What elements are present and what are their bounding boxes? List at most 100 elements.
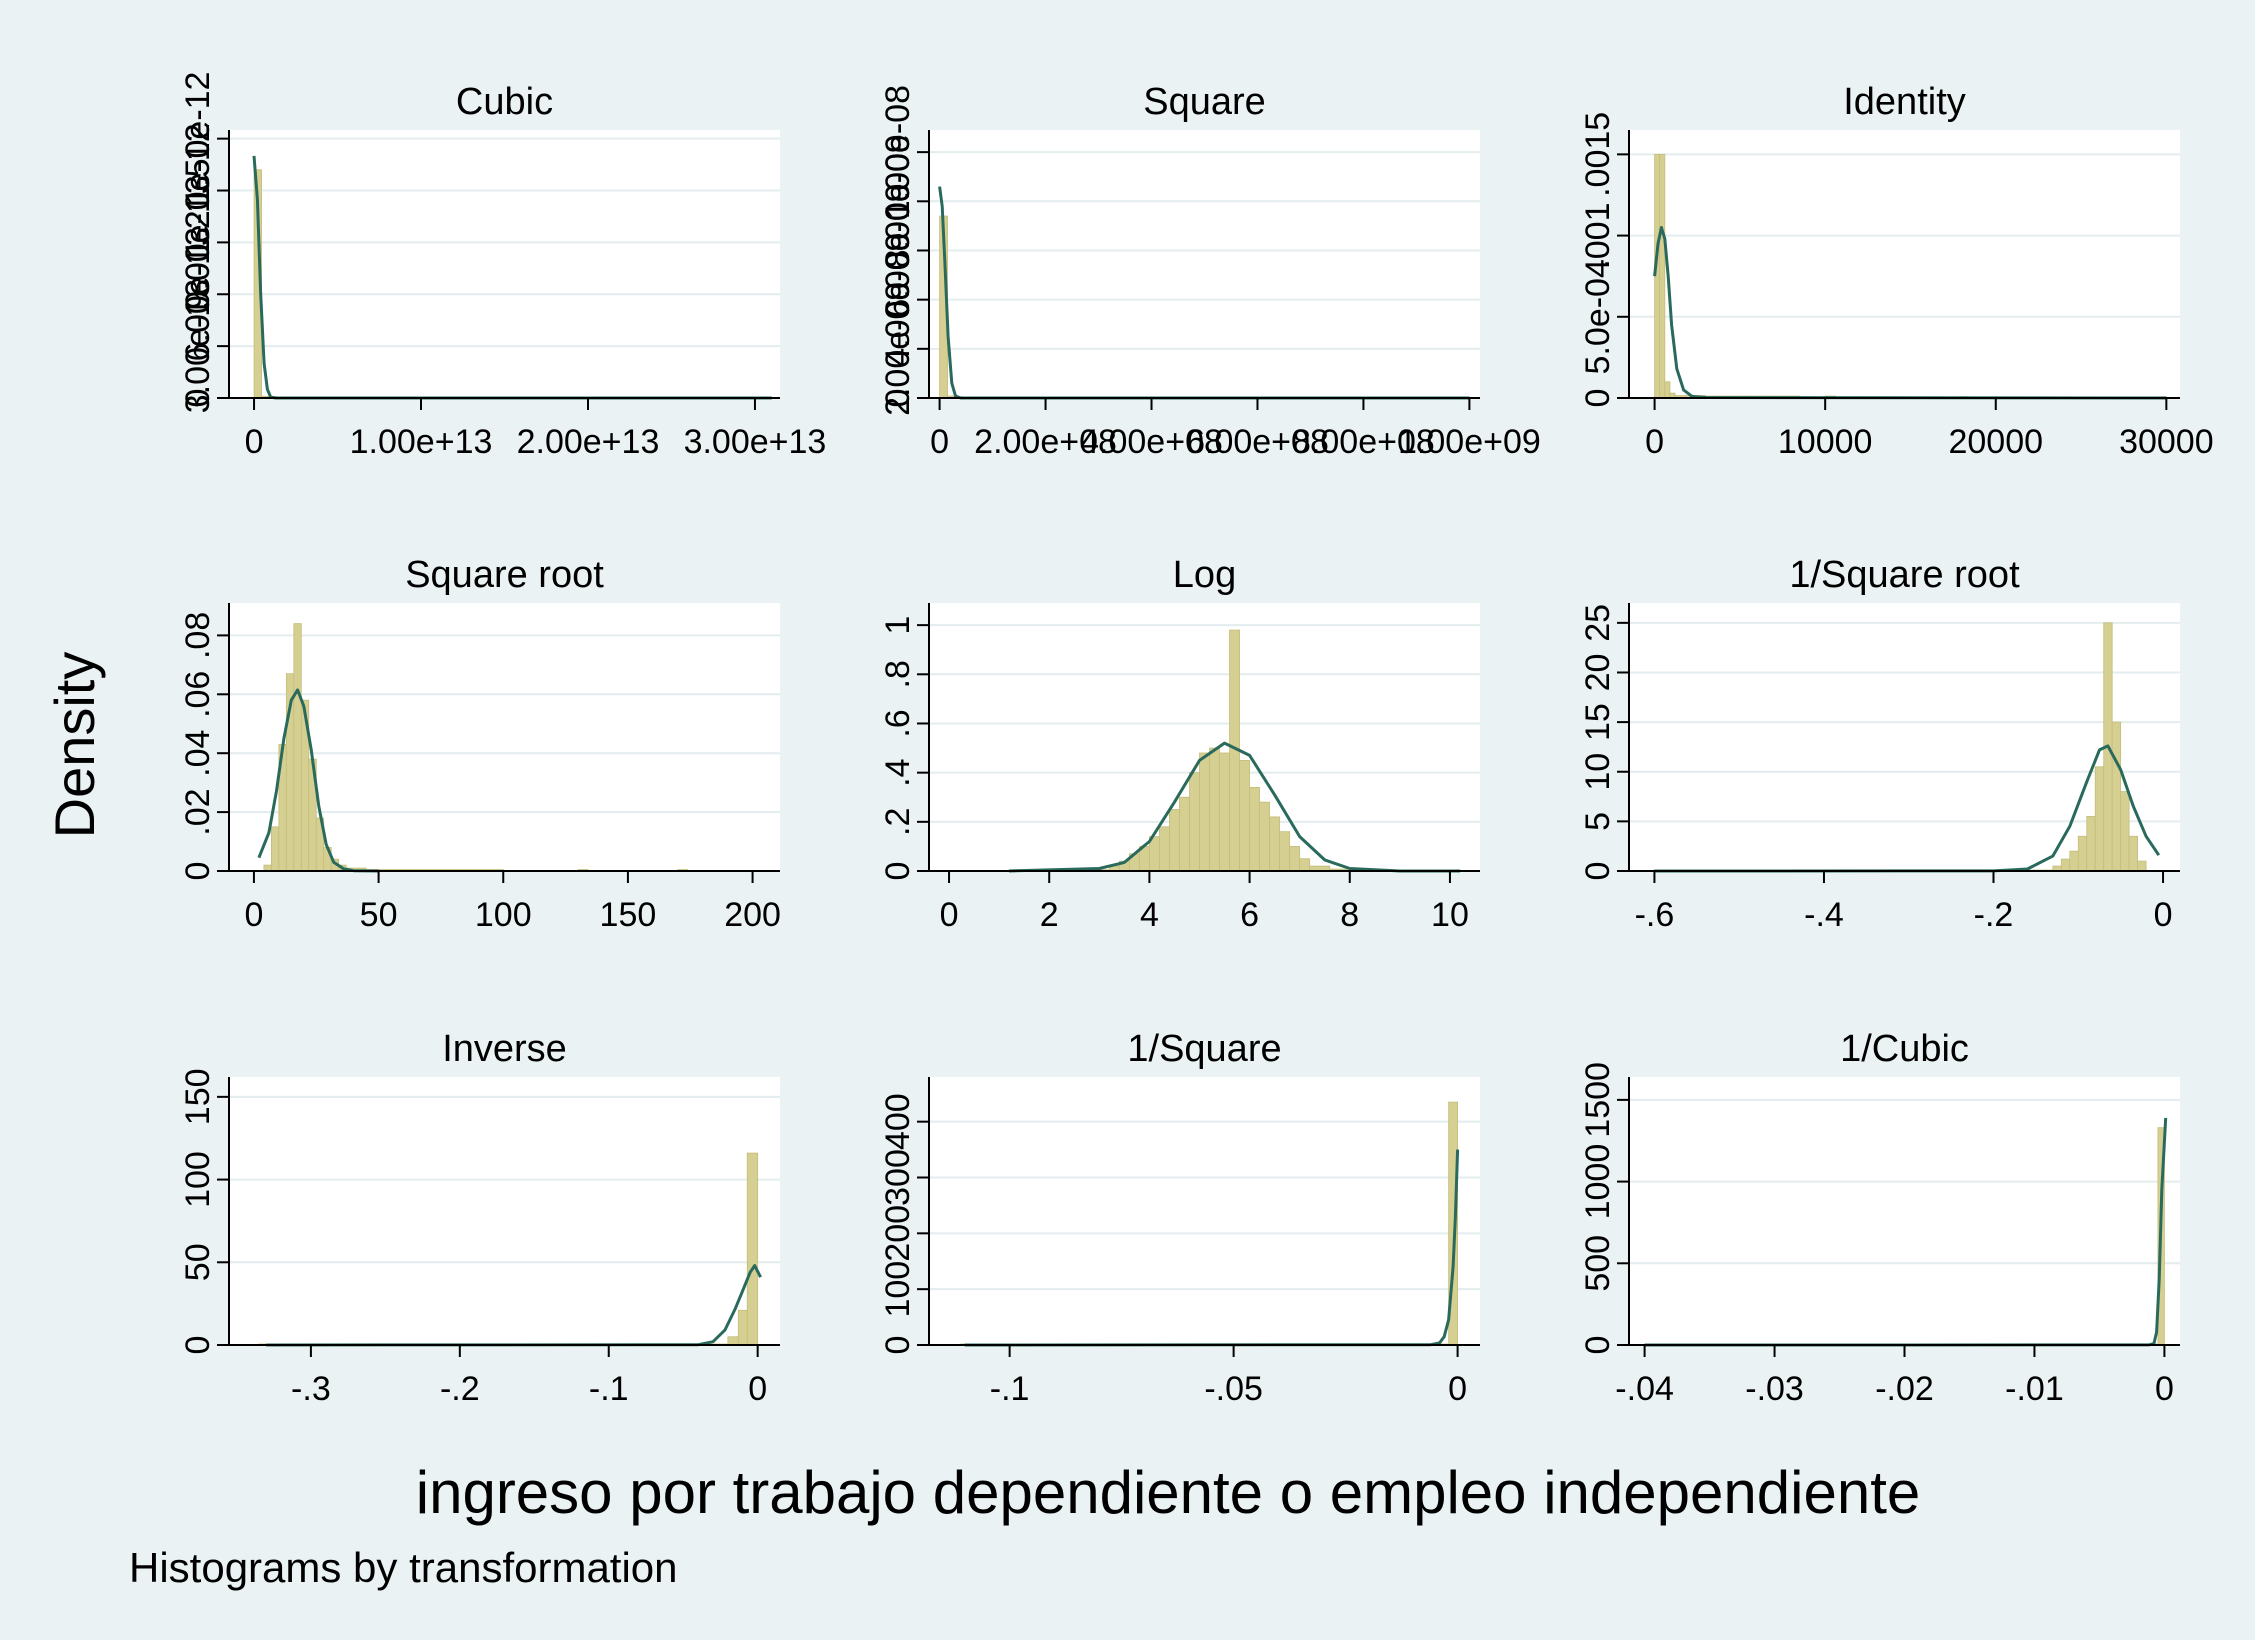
histogram-bar — [2077, 835, 2088, 872]
x-tick-label: 0 — [940, 896, 959, 934]
y-tick-label: 0 — [1579, 389, 1617, 408]
y-tick-label: 5.0e-04 — [1579, 259, 1617, 374]
y-tick-label: .04 — [179, 730, 217, 777]
x-tick-label: -.3 — [291, 1370, 331, 1408]
x-tick-label: 150 — [600, 896, 657, 934]
subplot-title: Identity — [1843, 81, 1966, 123]
x-tick-label: 1.00e+09 — [1398, 423, 1541, 461]
y-tick-label: 1500 — [1579, 1062, 1617, 1138]
panel-identity: 0 5.0e-04.001 .0015 0 10000 20000 30000 Identit… — [1579, 81, 2214, 461]
y-tick-label: 0 — [179, 862, 217, 881]
y-tick-label: 2.00e-09 — [879, 282, 917, 416]
x-tick-label: -.2 — [1974, 896, 2014, 934]
y-tick-label: 5 — [1579, 812, 1617, 831]
plot-area — [1629, 1077, 2180, 1345]
x-tick-label: 3.00e+13 — [684, 423, 827, 461]
histogram-bar — [1249, 787, 1260, 872]
x-tick-label: -.1 — [990, 1370, 1030, 1408]
histogram-bar — [1659, 153, 1666, 399]
y-tick-label: 0 — [879, 862, 917, 881]
y-tick-label: 100 — [879, 1261, 917, 1318]
histogram-bar — [1269, 816, 1281, 872]
panels-group: 03.00e-136.00e-139.00e-131.20e-121.50e-1… — [179, 72, 2214, 1408]
histogram-bar — [2111, 721, 2122, 872]
subplot-title: 1/Cubic — [1840, 1028, 1969, 1070]
subplot-title: 1/Square root — [1789, 554, 2020, 596]
plot-area — [229, 1077, 780, 1345]
figure-note: Histograms by transformation — [129, 1544, 678, 1591]
x-tick-label: 30000 — [2119, 423, 2214, 461]
x-tick-label: 0 — [244, 896, 263, 934]
histogram-bar — [1299, 858, 1311, 872]
density-curve — [1009, 741, 1460, 873]
figure-ylabel: Density — [43, 652, 106, 839]
x-tick-label: -.2 — [440, 1370, 480, 1408]
y-tick-label: 200 — [879, 1205, 917, 1262]
panel-square-root: 0 .02 .04 .06 .08 0 50 100 150 200 Square root — [179, 554, 781, 934]
y-tick-label: 0 — [1579, 862, 1617, 881]
histogram-bar — [727, 1336, 739, 1346]
histogram-bar — [270, 826, 280, 872]
histogram-bar — [2137, 860, 2147, 872]
histogram-bar — [2120, 791, 2130, 872]
density-curve — [1654, 744, 2161, 873]
y-tick-label: .02 — [179, 788, 217, 835]
y-tick-label: 6.00e-13 — [179, 227, 217, 361]
x-tick-label: 0 — [748, 1370, 767, 1408]
y-tick-label: 1.20e-12 — [179, 123, 217, 257]
y-tick-label: 8.00e-09 — [879, 134, 917, 268]
x-tick-label: 2.00e+13 — [517, 423, 660, 461]
plot-area — [1629, 130, 2180, 398]
density-curve — [257, 688, 379, 873]
panel-inverse: 0 50 100 150 -.3 -.2 -.1 0 Inverse — [179, 1028, 780, 1408]
histogram-bar — [2060, 858, 2071, 872]
y-tick-label: 15 — [1579, 703, 1617, 741]
y-tick-label: 150 — [179, 1068, 217, 1125]
y-tick-label: 20 — [1579, 654, 1617, 692]
histogram-bar — [1209, 747, 1220, 872]
x-tick-label: -.1 — [589, 1370, 629, 1408]
x-tick-label: 2.00e+08 — [974, 423, 1117, 461]
x-tick-label: -.01 — [2005, 1370, 2064, 1408]
density-curve — [1653, 226, 2167, 400]
x-tick-label: 1.00e+13 — [350, 423, 493, 461]
histogram-bar — [1289, 846, 1301, 872]
y-tick-label: 100 — [179, 1151, 217, 1208]
histogram-bar — [2094, 766, 2105, 872]
x-tick-label: 6.00e+08 — [1186, 423, 1329, 461]
y-tick-label: .4 — [879, 758, 917, 786]
y-tick-label: 25 — [1579, 604, 1617, 642]
x-tick-label: 20000 — [1948, 423, 2043, 461]
histogram-bar — [293, 623, 302, 872]
x-tick-label: 8.00e+08 — [1292, 423, 1435, 461]
y-tick-label: .06 — [179, 671, 217, 718]
x-tick-label: 0 — [2155, 1370, 2174, 1408]
x-tick-label: 8 — [1340, 896, 1359, 934]
subplot-title: Log — [1173, 554, 1236, 596]
panel-square: 02.00e-094.00e-096.00e-098.00e-091.00e-0… — [879, 81, 1541, 461]
y-tick-label: 10 — [1579, 753, 1617, 791]
x-tick-label: 0 — [2154, 896, 2173, 934]
y-tick-label: 400 — [879, 1093, 917, 1150]
x-tick-label: -.04 — [1615, 1370, 1674, 1408]
y-tick-label: 1000 — [1579, 1144, 1617, 1220]
x-tick-label: 0 — [1645, 423, 1664, 461]
y-tick-label: .6 — [879, 709, 917, 737]
histogram-bar — [1189, 772, 1200, 872]
y-tick-label: .0015 — [1579, 112, 1617, 197]
x-tick-label: 100 — [475, 896, 532, 934]
y-tick-label: 6.00e-09 — [879, 183, 917, 317]
y-tick-label: 0 — [879, 1336, 917, 1355]
x-tick-label: 4.00e+08 — [1080, 423, 1223, 461]
subplot-title: 1/Square — [1127, 1028, 1281, 1070]
y-tick-label: 500 — [1579, 1235, 1617, 1292]
y-tick-label: .2 — [879, 808, 917, 836]
y-tick-label: 1.00e-08 — [879, 85, 917, 219]
subplot-title: Square — [1143, 81, 1266, 123]
histogram-bar — [1169, 809, 1180, 872]
panel-1-square-root: 0 5 10 15 20 25 -.6 -.4 -.2 0 1/Square root — [1579, 554, 2180, 934]
plot-area — [229, 130, 780, 398]
x-tick-label: -.03 — [1745, 1370, 1804, 1408]
